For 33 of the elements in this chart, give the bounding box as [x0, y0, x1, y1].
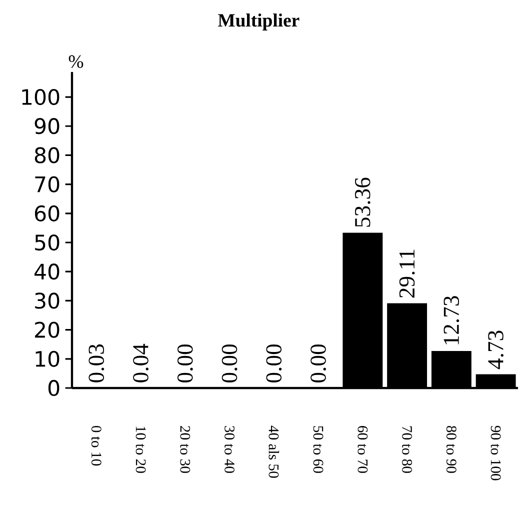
data-label: 0.00 — [266, 344, 282, 382]
y-tick-label: 0 — [48, 380, 60, 396]
data-label: 53.36 — [355, 178, 370, 227]
data-label: 0.00 — [222, 344, 238, 382]
y-tick-label: 60 — [34, 205, 60, 222]
data-label: 0.00 — [177, 344, 193, 382]
y-tick-label: 50 — [35, 234, 60, 251]
y-tick-label: 30 — [35, 292, 60, 309]
y-axis-title: % — [68, 55, 84, 68]
data-label: 0.04 — [133, 344, 148, 382]
x-tick-label: 20 to 30 — [180, 426, 190, 473]
y-tick-label: 10 — [36, 350, 60, 367]
x-tick-label: 60 to 70 — [358, 426, 368, 473]
data-label: 29.11 — [399, 250, 415, 298]
y-tick-label: 90 — [34, 118, 60, 134]
x-tick-label: 50 to 60 — [313, 426, 324, 473]
y-tick-label: 20 — [35, 322, 60, 338]
y-tick-label: 100 — [22, 88, 60, 106]
chart-title: Multiplier — [218, 14, 300, 30]
y-tick-label: 80 — [34, 147, 60, 164]
x-tick-label: 70 to 80 — [402, 426, 412, 473]
x-tick-label: 30 to 40 — [224, 426, 234, 473]
data-label: 4.73 — [488, 330, 504, 370]
data-label: 0.00 — [310, 344, 326, 382]
data-label: 12.73 — [444, 296, 460, 344]
y-tick-label: 70 — [35, 176, 60, 192]
x-tick-label: 90 to 100 — [490, 426, 501, 480]
x-tick-label: 0 to 10 — [91, 426, 102, 466]
x-tick-label: 40 als 50 — [268, 426, 280, 478]
y-tick-label: 40 — [34, 264, 60, 280]
x-tick-label: 80 to 90 — [446, 426, 456, 473]
data-label: 0.03 — [88, 344, 104, 382]
x-tick-label: 10 to 20 — [136, 426, 146, 473]
